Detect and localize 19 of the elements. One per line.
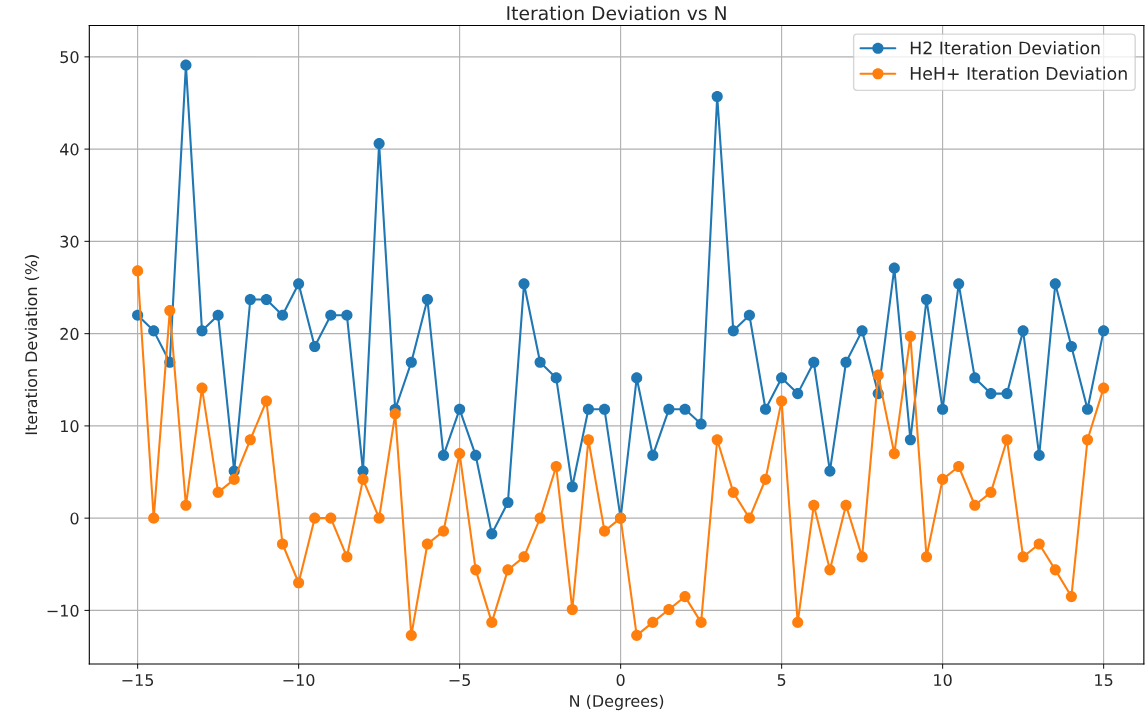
x-tick-label: 15	[1095, 674, 1113, 687]
y-axis-title: Iteration Deviation (%)	[24, 255, 40, 435]
chart-title: Iteration Deviation vs N	[507, 5, 726, 21]
x-tick-label: 10	[934, 673, 952, 687]
y-tick-label: 10	[61, 420, 79, 433]
legend-label: H2 Iteration Deviation	[910, 41, 1100, 55]
x-tick-label: −5	[449, 674, 470, 687]
y-tick-label: −10	[47, 604, 79, 617]
y-tick-label: 40	[60, 143, 79, 156]
x-tick-label: −10	[283, 673, 315, 687]
y-tick-label: 50	[60, 51, 79, 64]
x-axis-title: N (Degrees)	[570, 694, 664, 711]
y-tick-label: 0	[70, 512, 79, 525]
x-tick-label: 0	[616, 673, 625, 687]
legend-label: HeH+ Iteration Deviation	[910, 66, 1127, 81]
x-tick-label: −15	[122, 674, 154, 687]
x-tick-label: 5	[777, 674, 786, 687]
y-tick-label: 30	[60, 235, 79, 248]
y-tick-label: 20	[60, 327, 79, 340]
